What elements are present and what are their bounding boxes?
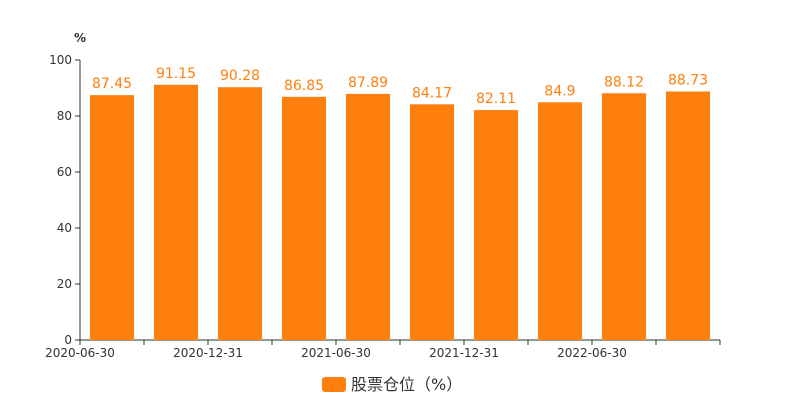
bar-value-label: 88.73 — [668, 73, 708, 89]
y-tick-label: 40 — [57, 221, 72, 235]
bar-value-label: 88.12 — [604, 74, 644, 90]
x-tick-label: 2021-12-31 — [429, 346, 499, 360]
bar[interactable] — [154, 84, 198, 340]
y-tick-label: 80 — [57, 109, 72, 123]
y-unit-label: % — [74, 31, 86, 45]
bar[interactable] — [474, 110, 518, 340]
bar[interactable] — [90, 95, 134, 340]
bar[interactable] — [538, 102, 582, 340]
x-tick-label: 2020-12-31 — [173, 346, 243, 360]
bar[interactable] — [666, 91, 710, 340]
bar[interactable] — [602, 93, 646, 340]
y-tick-label: 0 — [64, 333, 72, 347]
bar[interactable] — [410, 104, 454, 340]
x-tick-label: 2022-06-30 — [557, 346, 627, 360]
bar[interactable] — [346, 93, 390, 341]
bar-value-label: 86.85 — [284, 78, 324, 94]
bar[interactable] — [218, 87, 262, 340]
x-tick-label: 2020-06-30 — [45, 346, 115, 360]
bar-value-label: 91.15 — [156, 66, 196, 82]
y-tick-label: 20 — [57, 277, 72, 291]
axes: % 0 20 40 60 80 100 2020-06-30 2020-12-31 2021-06… — [45, 31, 721, 360]
bar-value-label: 82.11 — [476, 91, 516, 107]
x-tick-label: 2021-06-30 — [301, 346, 371, 360]
legend-label[interactable]: 股票仓位（%） — [351, 375, 462, 394]
y-tick-label: 60 — [57, 165, 72, 179]
legend[interactable]: 股票仓位（%） — [322, 375, 462, 394]
bar-value-label: 87.89 — [348, 75, 388, 91]
legend-swatch[interactable] — [322, 377, 346, 392]
bar-value-label: 84.17 — [412, 85, 452, 101]
bars — [90, 84, 710, 341]
bar-value-label: 90.28 — [220, 68, 260, 84]
y-tick-label: 100 — [49, 53, 72, 67]
data-labels: 87.45 91.15 90.28 86.85 87.89 84.17 82.11 84.9 8… — [92, 66, 708, 107]
bar[interactable] — [282, 96, 326, 340]
bar-value-label: 87.45 — [92, 76, 132, 92]
bar-value-label: 84.9 — [544, 83, 575, 99]
